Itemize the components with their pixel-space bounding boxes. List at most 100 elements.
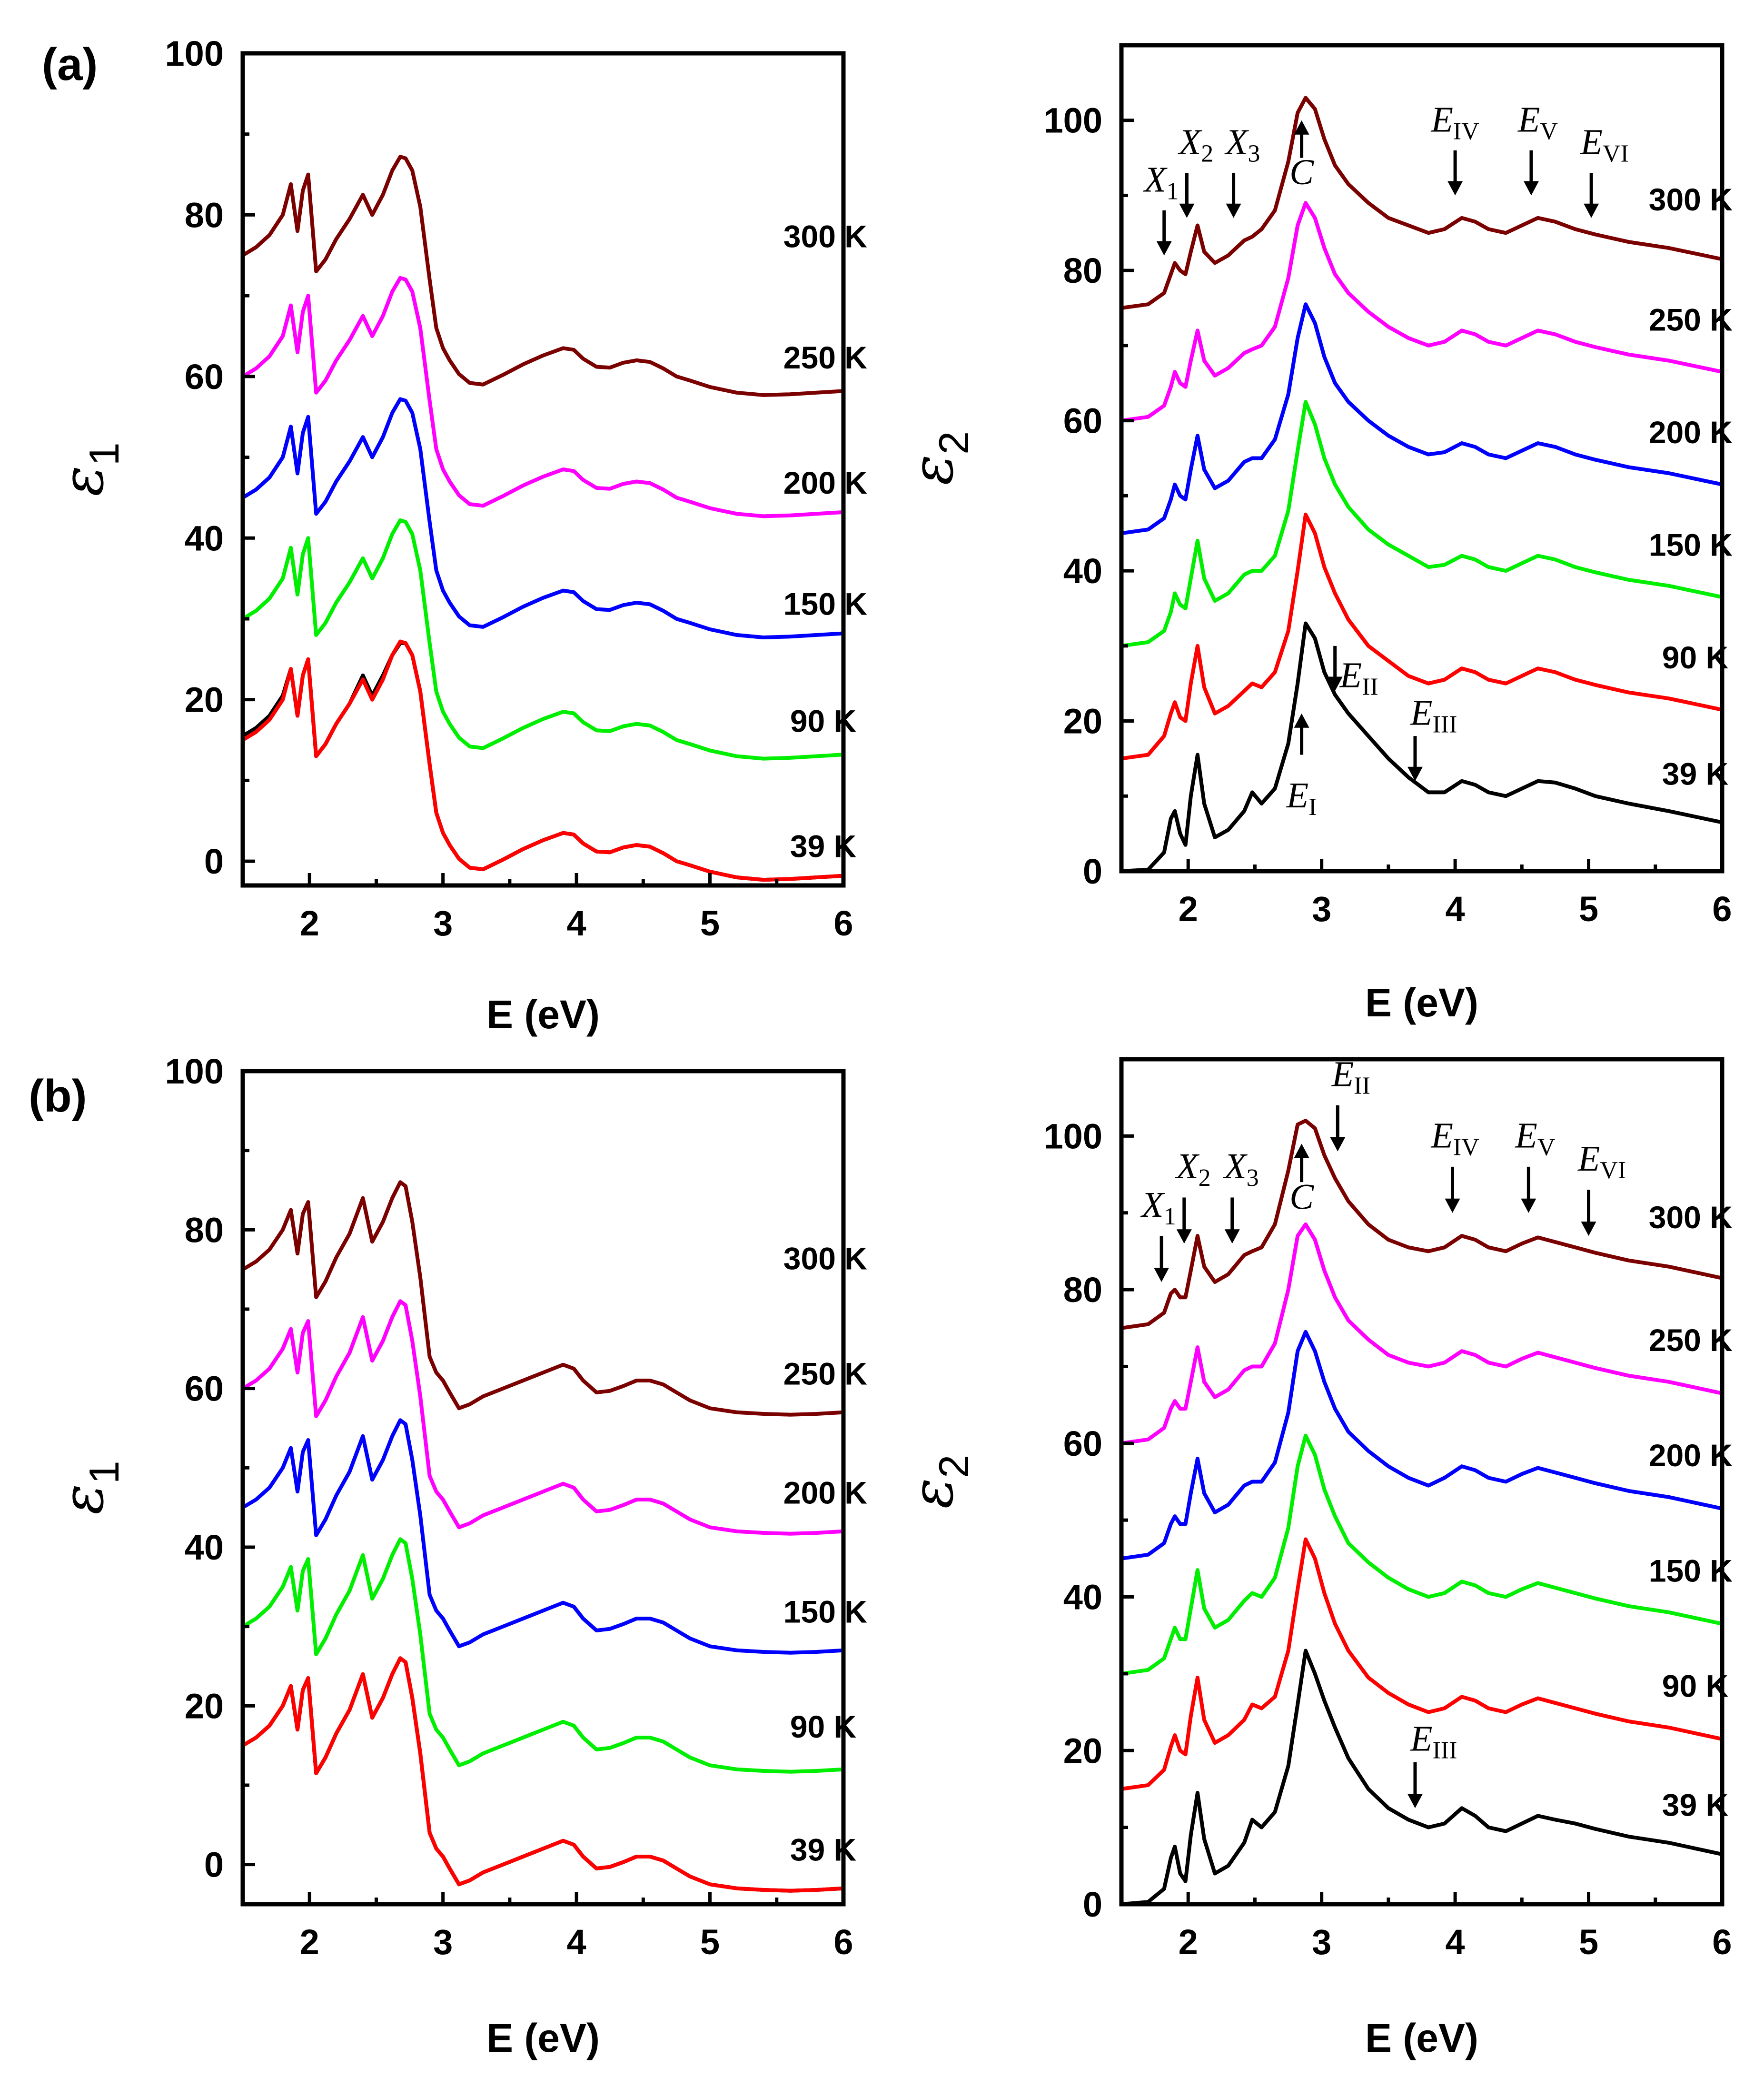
temperature-label: 39 K — [1662, 756, 1729, 792]
series-200k — [241, 397, 845, 639]
y-tick-label: 80 — [185, 195, 224, 235]
temperature-label: 90 K — [790, 1709, 857, 1744]
series-300k — [241, 155, 845, 397]
y-axis-label: ε1 — [50, 1461, 128, 1514]
x-tick-label: 2 — [300, 904, 319, 943]
temperature-label: 200 K — [783, 1475, 867, 1510]
annotation-label: EV — [1515, 1116, 1555, 1161]
temperature-label: 250 K — [783, 340, 867, 375]
annotation-arrowhead — [1523, 181, 1539, 196]
series-90k — [1120, 512, 1724, 761]
series-250k — [241, 276, 845, 518]
y-tick-label: 0 — [204, 1845, 224, 1885]
annotation-arrowhead — [1445, 1198, 1460, 1213]
series-90k — [241, 639, 845, 882]
annotation-arrowhead — [1294, 713, 1309, 728]
x-tick-label: 3 — [1312, 1922, 1331, 1962]
annotation-arrowhead — [1327, 676, 1343, 691]
y-tick-label: 40 — [185, 1528, 224, 1567]
annotation-arrowhead — [1179, 203, 1195, 218]
y-tick-label: 0 — [1083, 852, 1102, 891]
series-150k — [241, 518, 845, 761]
y-tick-label: 60 — [1063, 401, 1102, 441]
temperature-label: 150 K — [1649, 527, 1733, 563]
x-tick-label: 5 — [1579, 1922, 1598, 1962]
temperature-label: 150 K — [783, 1594, 867, 1629]
annotation-arrowhead — [1330, 1137, 1346, 1152]
panel-label-a: (a) — [42, 39, 98, 90]
series-90k — [1120, 1537, 1724, 1791]
x-axis-label: E (eV) — [1365, 980, 1478, 1025]
annotation-label: C — [1289, 152, 1314, 192]
x-tick-label: 4 — [567, 904, 586, 943]
y-tick-label: 100 — [165, 1052, 224, 1091]
annotation-label: EII — [1339, 656, 1378, 701]
annotation-arrowhead — [1584, 203, 1599, 218]
annotation-label: EI — [1286, 775, 1317, 821]
annotation-label: X3 — [1223, 1146, 1259, 1192]
y-tick-label: 40 — [1063, 551, 1102, 591]
temperature-label: 200 K — [1649, 1438, 1733, 1473]
series-200k — [1120, 1330, 1724, 1560]
temperature-label: 300 K — [1649, 1200, 1733, 1235]
y-tick-label: 60 — [1063, 1424, 1102, 1463]
temperature-label: 39 K — [790, 1832, 857, 1867]
temperature-label: 250 K — [783, 1356, 867, 1391]
plot-frame — [240, 51, 846, 888]
y-tick-label: 0 — [1083, 1885, 1102, 1924]
annotation-arrowhead — [1294, 1143, 1309, 1158]
y-tick-label: 40 — [185, 518, 224, 558]
temperature-label: 300 K — [1649, 182, 1733, 217]
annotation-arrowhead — [1154, 1267, 1169, 1282]
annotation-arrowhead — [1226, 203, 1241, 218]
annotation-label: EIII — [1410, 1719, 1457, 1764]
x-tick-label: 5 — [1579, 889, 1598, 929]
x-tick-label: 3 — [433, 1922, 453, 1962]
series-250k — [1120, 1222, 1724, 1445]
plot-frame — [1119, 1057, 1724, 1907]
y-axis-label: ε1 — [50, 442, 128, 496]
annotation-label: EIV — [1430, 99, 1479, 145]
x-tick-label: 4 — [1446, 889, 1465, 929]
temperature-label: 90 K — [1662, 1668, 1729, 1703]
y-tick-label: 40 — [1063, 1578, 1102, 1617]
series-39k — [1120, 621, 1724, 873]
x-tick-label: 6 — [1712, 1922, 1732, 1962]
y-tick-label: 20 — [185, 680, 224, 720]
x-tick-label: 4 — [567, 1922, 586, 1962]
series-250k — [241, 1299, 845, 1536]
annotation-arrowhead — [1447, 181, 1463, 196]
annotation-arrowhead — [1294, 120, 1309, 135]
temperature-label: 300 K — [783, 219, 867, 254]
annotation-arrowhead — [1407, 1794, 1423, 1809]
series-39k — [241, 1656, 845, 1893]
x-tick-label: 6 — [833, 904, 853, 943]
y-tick-label: 80 — [1063, 251, 1102, 290]
x-tick-label: 2 — [300, 1922, 319, 1962]
series-39k — [241, 641, 845, 882]
y-tick-label: 20 — [1063, 1731, 1102, 1770]
annotation-label: EVI — [1580, 122, 1629, 168]
series-300k — [1120, 96, 1724, 310]
annotation-label: X2 — [1175, 1146, 1210, 1192]
annotation-arrowhead — [1224, 1229, 1240, 1244]
x-tick-label: 5 — [700, 1922, 720, 1962]
x-tick-label: 2 — [1179, 889, 1198, 929]
x-tick-label: 6 — [833, 1922, 853, 1962]
y-tick-label: 100 — [165, 34, 224, 73]
annotation-arrowhead — [1581, 1222, 1596, 1236]
x-tick-label: 2 — [1179, 1922, 1198, 1962]
annotation-arrowhead — [1407, 766, 1423, 781]
x-axis-label: E (eV) — [1365, 2016, 1478, 2060]
y-tick-label: 20 — [1063, 702, 1102, 741]
series-90k — [241, 1656, 845, 1893]
x-tick-label: 6 — [1712, 889, 1732, 929]
x-tick-label: 5 — [700, 904, 720, 943]
temperature-label: 300 K — [783, 1241, 867, 1276]
annotation-label: EIII — [1410, 693, 1457, 738]
